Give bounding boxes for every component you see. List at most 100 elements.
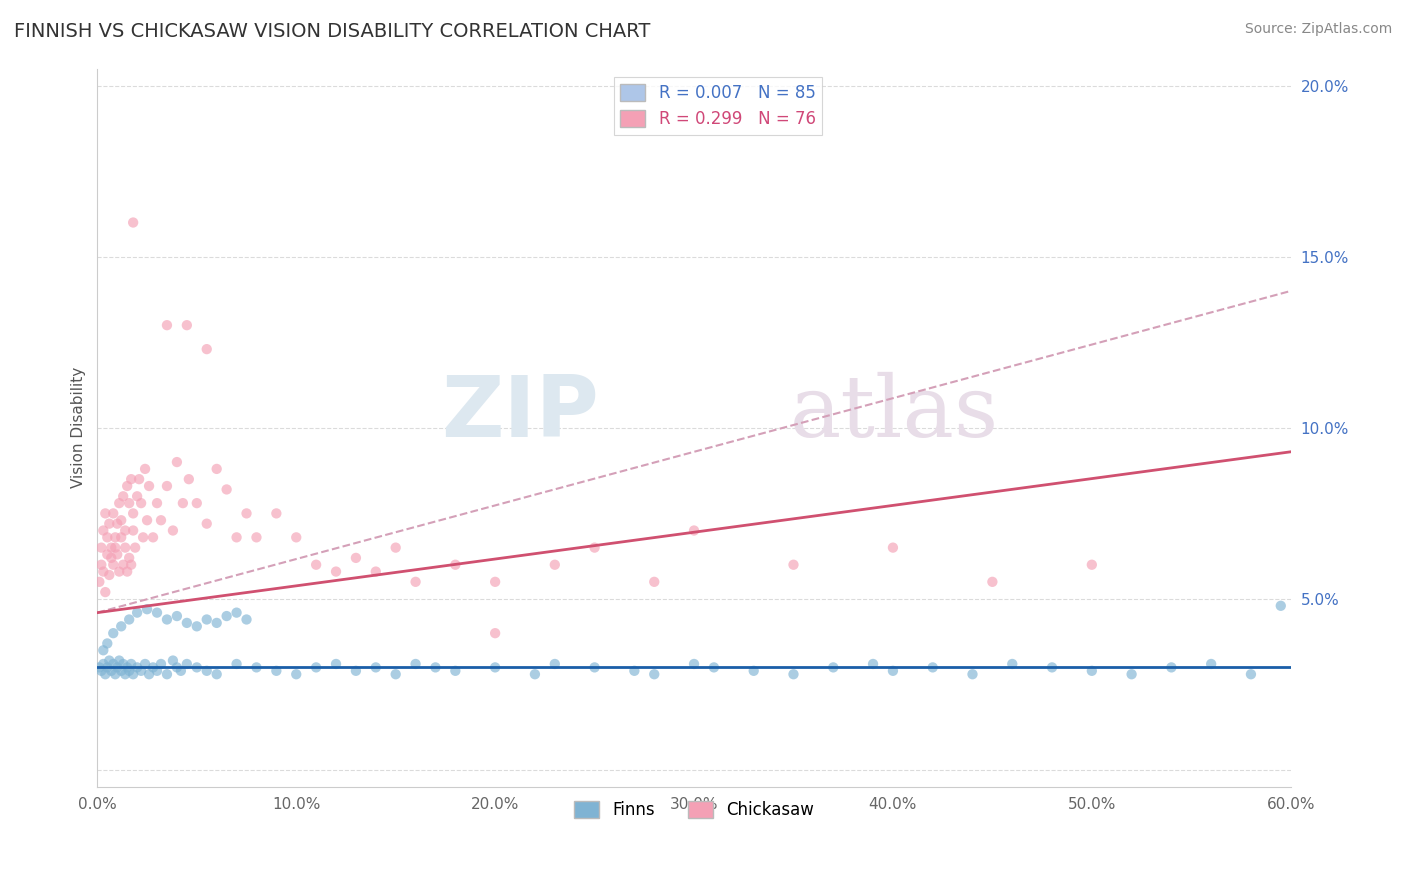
Point	[103, 657, 125, 671]
Point	[120, 558, 142, 572]
Point	[285, 530, 308, 544]
Point	[176, 657, 198, 671]
Point	[215, 483, 238, 497]
Point	[114, 541, 136, 555]
Point	[344, 664, 367, 678]
Point	[100, 550, 122, 565]
Point	[166, 660, 188, 674]
Point	[1040, 660, 1063, 674]
Point	[156, 318, 179, 333]
Point	[305, 558, 328, 572]
Point	[170, 664, 193, 678]
Point	[444, 558, 467, 572]
Point	[115, 565, 138, 579]
Point	[484, 660, 506, 674]
Point	[105, 660, 128, 674]
Point	[186, 619, 208, 633]
Point	[94, 667, 117, 681]
Point	[325, 657, 347, 671]
Point	[118, 550, 141, 565]
Point	[146, 496, 169, 510]
Point	[484, 574, 506, 589]
Point	[1121, 667, 1143, 681]
Point	[91, 657, 114, 671]
Point	[583, 541, 606, 555]
Point	[118, 496, 141, 510]
Point	[1081, 664, 1104, 678]
Point	[1001, 657, 1024, 671]
Point	[112, 657, 135, 671]
Point	[108, 496, 131, 510]
Point	[1199, 657, 1222, 671]
Point	[122, 667, 145, 681]
Point	[90, 541, 112, 555]
Point	[425, 660, 447, 674]
Point	[172, 496, 194, 510]
Point	[94, 507, 117, 521]
Point	[225, 606, 247, 620]
Point	[166, 609, 188, 624]
Point	[305, 660, 328, 674]
Point	[127, 606, 149, 620]
Point	[91, 524, 114, 538]
Point	[1081, 558, 1104, 572]
Point	[129, 496, 152, 510]
Point	[782, 667, 804, 681]
Point	[205, 615, 228, 630]
Point	[583, 660, 606, 674]
Point	[104, 530, 127, 544]
Point	[110, 664, 132, 678]
Y-axis label: Vision Disability: Vision Disability	[72, 368, 86, 489]
Point	[177, 472, 200, 486]
Point	[132, 530, 155, 544]
Point	[112, 489, 135, 503]
Point	[128, 472, 150, 486]
Point	[162, 654, 184, 668]
Text: ZIP: ZIP	[441, 372, 599, 455]
Point	[96, 660, 118, 674]
Point	[96, 636, 118, 650]
Point	[176, 615, 198, 630]
Point	[364, 660, 387, 674]
Point	[344, 550, 367, 565]
Point	[134, 462, 156, 476]
Point	[1160, 660, 1182, 674]
Point	[384, 541, 406, 555]
Point	[225, 657, 247, 671]
Point	[127, 489, 149, 503]
Point	[89, 660, 111, 674]
Point	[195, 342, 218, 356]
Point	[136, 513, 159, 527]
Point	[882, 664, 904, 678]
Point	[94, 585, 117, 599]
Point	[103, 558, 125, 572]
Point	[150, 513, 173, 527]
Point	[981, 574, 1004, 589]
Point	[703, 660, 725, 674]
Point	[142, 530, 165, 544]
Point	[384, 667, 406, 681]
Point	[124, 541, 146, 555]
Point	[405, 657, 427, 671]
Point	[110, 530, 132, 544]
Point	[235, 507, 257, 521]
Point	[166, 455, 188, 469]
Point	[162, 524, 184, 538]
Point	[136, 602, 159, 616]
Point	[742, 664, 765, 678]
Point	[444, 664, 467, 678]
Point	[643, 574, 665, 589]
Point	[484, 626, 506, 640]
Point	[683, 657, 706, 671]
Point	[98, 516, 121, 531]
Point	[118, 612, 141, 626]
Point	[364, 565, 387, 579]
Point	[100, 664, 122, 678]
Point	[105, 516, 128, 531]
Point	[623, 664, 645, 678]
Point	[1240, 667, 1263, 681]
Point	[523, 667, 546, 681]
Point	[643, 667, 665, 681]
Point	[544, 657, 567, 671]
Point	[195, 516, 218, 531]
